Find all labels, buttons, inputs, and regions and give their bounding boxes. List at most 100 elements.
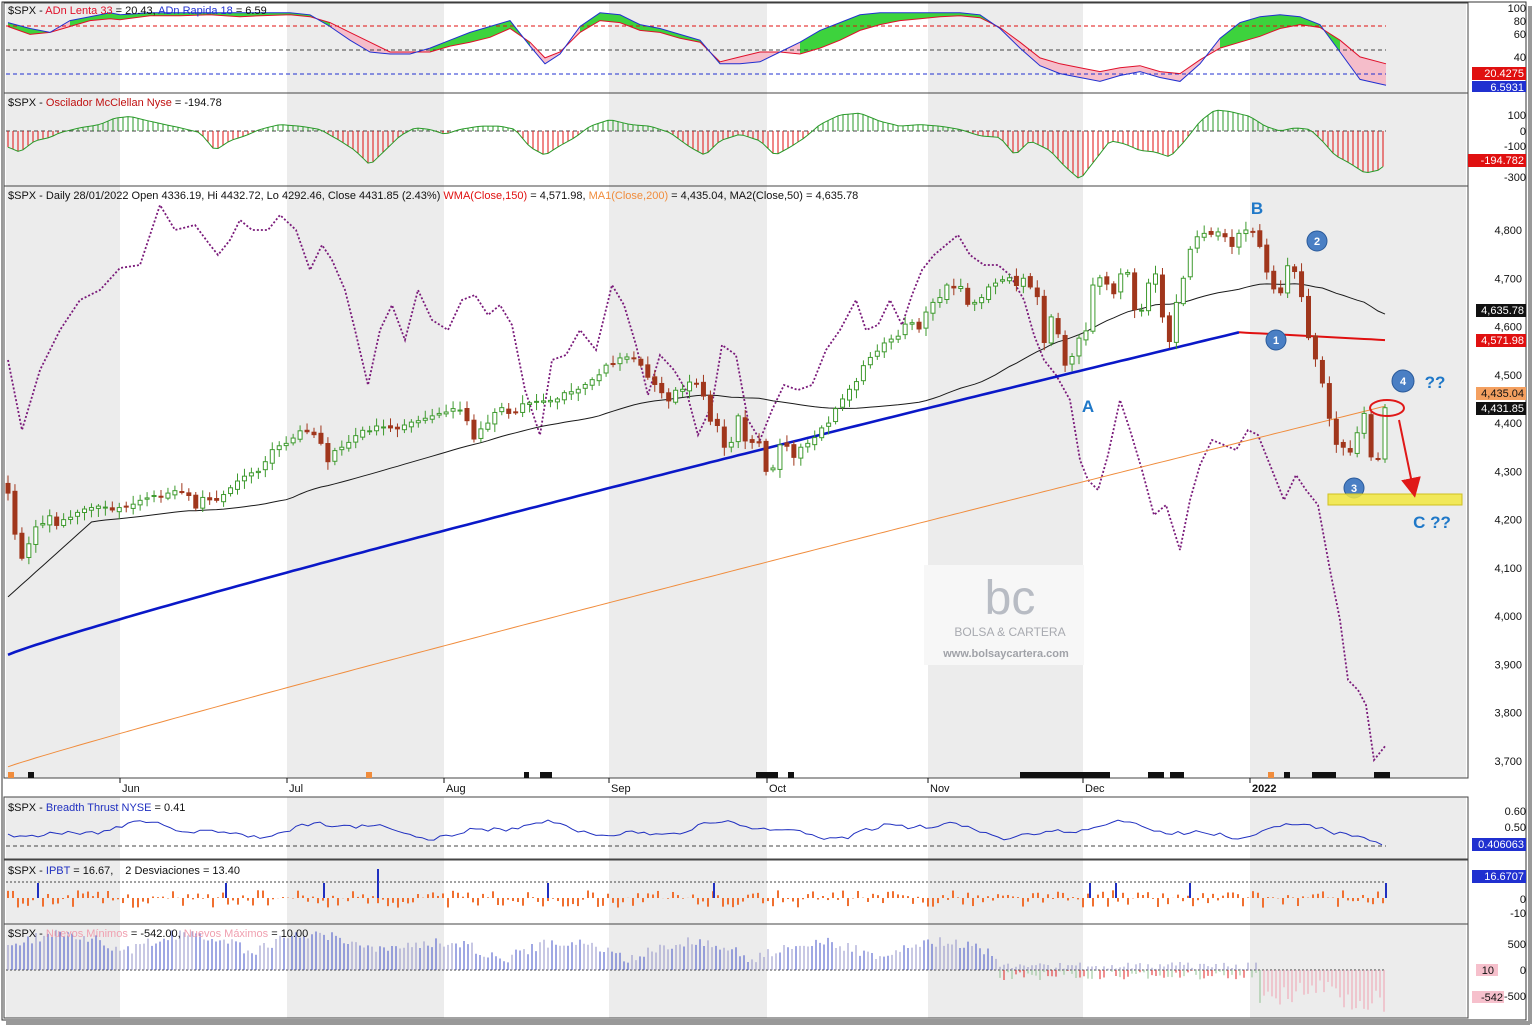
month-band: [928, 797, 1083, 859]
candle-body: [1083, 330, 1089, 341]
candle-body: [186, 492, 192, 496]
candle-body: [1153, 273, 1158, 285]
ipbt-axis: 0 -10: [1510, 894, 1526, 920]
candle-body: [193, 494, 199, 509]
candle-body: [1013, 275, 1019, 287]
month-label: Dec: [1085, 783, 1105, 795]
candle-body: [75, 511, 81, 517]
breadth-tick: 0.60: [1505, 806, 1526, 818]
candle-body: [853, 381, 859, 391]
adn-fill-segment: [600, 12, 620, 23]
price-tick: 4,600: [1494, 322, 1522, 334]
watermark: bc BOLSA & CARTERA www.bolsaycartera.com: [924, 565, 1084, 665]
candle-body: [353, 435, 359, 443]
adn-fill-segment: [620, 14, 640, 31]
mcclellan-flag: [1468, 154, 1526, 167]
candle-body: [311, 431, 317, 436]
candle-body: [1173, 301, 1179, 343]
wave-label-B: B: [1251, 199, 1263, 218]
ipbt-panel: $SPX - IPBT = 16.67, 2 Desviaciones = 13.…: [6, 865, 1526, 920]
candle-body: [1104, 276, 1110, 285]
candle-body: [972, 301, 978, 305]
candle-body: [506, 408, 512, 414]
month-label: Aug: [446, 783, 466, 795]
candle-body: [422, 417, 428, 421]
candle-body: [1027, 276, 1033, 288]
candle-body: [19, 532, 25, 559]
candle-body: [478, 428, 484, 439]
month-band: [6, 186, 120, 778]
breadth-panel: $SPX - Breadth Thrust NYSE = 0.41 0.60 0…: [6, 802, 1526, 851]
adn-fill-segment: [1300, 16, 1320, 28]
price-tick: 4,000: [1494, 611, 1522, 623]
close-flag: [1476, 402, 1526, 415]
breadth-axis: 0.60 0.50: [1505, 806, 1526, 834]
svg-text:4: 4: [1400, 376, 1407, 388]
signal-marker: [1020, 772, 1110, 778]
watermark-url: www.bolsaycartera.com: [942, 648, 1069, 660]
candle-body: [527, 402, 533, 405]
candle-body: [172, 490, 178, 496]
candle-body: [339, 446, 345, 451]
panel-borders: [3, 2, 1469, 1019]
candle-body: [770, 467, 776, 471]
mcclellan-bars: [7, 110, 1384, 178]
candle-body: [408, 421, 414, 428]
candle-body: [1139, 309, 1145, 312]
candle-body: [1194, 236, 1200, 249]
candle-body: [554, 398, 560, 403]
adn-panel: $SPX - ADn Lenta 33 = 20.43, ADn Rapida …: [6, 3, 1526, 94]
candle-body: [645, 364, 651, 378]
mcclellan-panel: $SPX - Oscilador McClellan Nyse = -194.7…: [6, 97, 1526, 184]
adn-tick: 100: [1508, 3, 1526, 15]
candle-body: [867, 356, 873, 366]
candle-body: [680, 388, 686, 392]
candle-body: [694, 382, 699, 385]
candle-body: [429, 415, 435, 420]
candle-body: [1111, 283, 1117, 295]
candle-body: [26, 543, 32, 558]
wave-circle-4: 4: [1391, 369, 1415, 393]
month-band: [928, 186, 1083, 778]
candle-body: [1020, 277, 1026, 287]
price-tick: 4,800: [1494, 225, 1522, 237]
candle-body: [144, 497, 150, 500]
candle-body: [1375, 457, 1381, 460]
candle-body: [262, 461, 268, 471]
candle-body: [1146, 282, 1152, 312]
price-tick: 4,200: [1494, 515, 1522, 527]
ipbt-tick: 0: [1520, 894, 1526, 906]
candle-body: [1034, 287, 1040, 298]
month-label: Jul: [289, 783, 303, 795]
adn-fill-segment: [530, 42, 545, 64]
candle-body: [881, 342, 887, 353]
adn-fast-flag: [1472, 81, 1526, 92]
signal-marker: [1170, 772, 1184, 778]
adn-fill-segment: [920, 12, 940, 19]
candle-body: [235, 480, 240, 490]
mcc-tick: 100: [1508, 110, 1526, 122]
adn-fill-segment: [1220, 22, 1240, 49]
wave-circle-1: 1: [1265, 329, 1287, 351]
candle-body: [228, 487, 234, 495]
candle-body: [109, 507, 115, 511]
adn-fill-segment: [430, 40, 450, 52]
candle-body: [116, 507, 122, 513]
hl-tick: 500: [1508, 939, 1526, 951]
candle-body: [394, 426, 400, 430]
candle-body: [1222, 233, 1228, 238]
wma150-falling-segment: [1238, 331, 1386, 342]
candle-body: [283, 442, 289, 447]
candle-body: [436, 412, 442, 416]
candle-body: [1000, 279, 1005, 282]
main-header: $SPX - Daily 28/01/2022 Open 4336.19, Hi…: [8, 190, 858, 202]
candle-body: [847, 388, 852, 401]
month-band: [609, 797, 767, 859]
candle-body: [33, 526, 39, 545]
candle-body: [568, 391, 574, 395]
candle-body: [582, 383, 588, 389]
candle-body: [290, 437, 296, 444]
candle-body: [450, 408, 456, 412]
candle-body: [756, 441, 762, 444]
candle-body: [888, 338, 894, 343]
